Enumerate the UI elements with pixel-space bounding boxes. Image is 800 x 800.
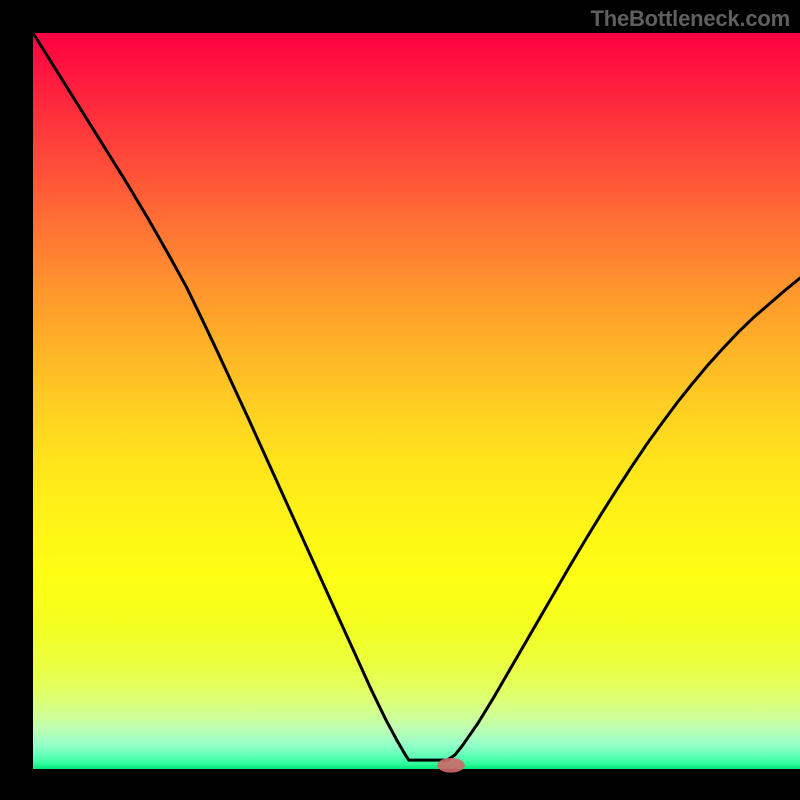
bottleneck-curve-chart	[0, 0, 800, 800]
plot-gradient-background	[33, 33, 800, 769]
chart-container: TheBottleneck.com	[0, 0, 800, 800]
min-marker	[437, 758, 465, 773]
watermark-text: TheBottleneck.com	[590, 6, 790, 32]
